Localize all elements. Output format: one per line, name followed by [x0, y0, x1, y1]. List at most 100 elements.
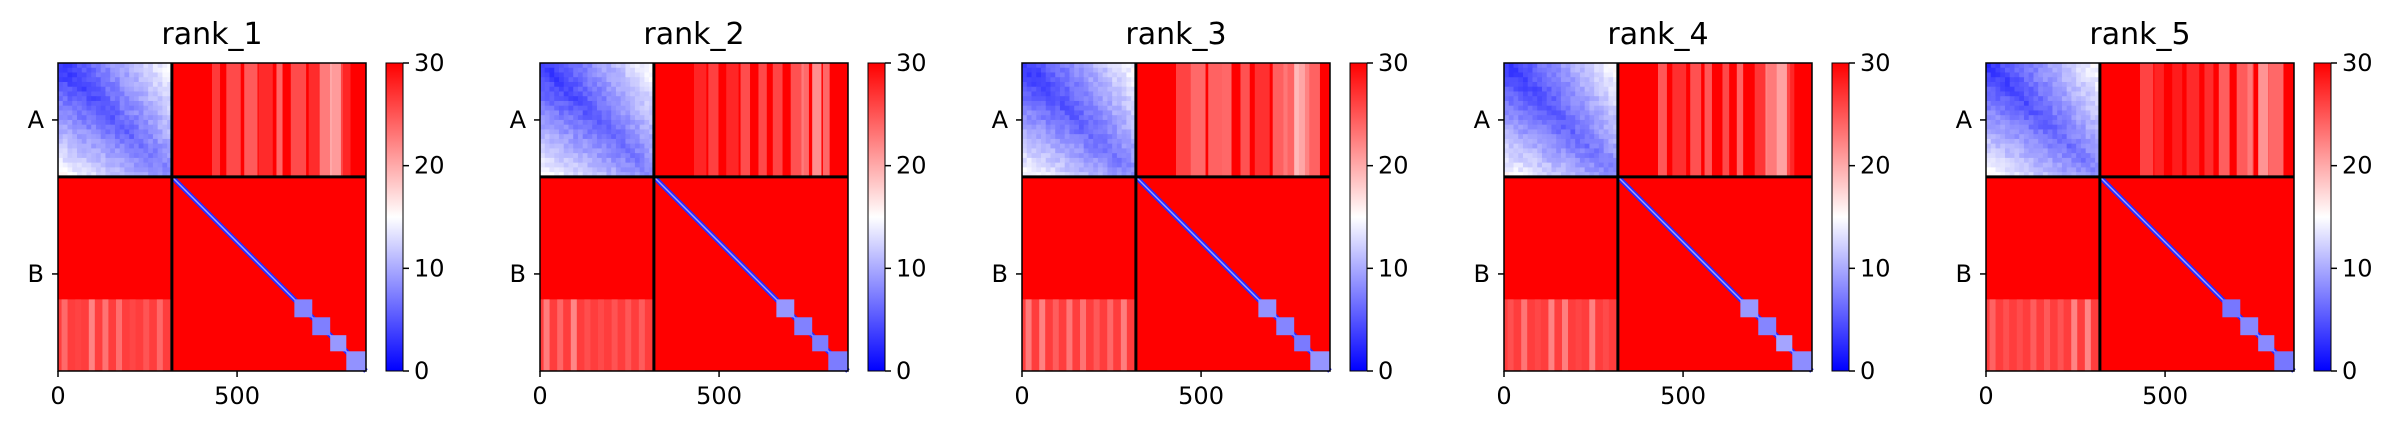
heatmap-cell: [2009, 77, 2016, 83]
heatmap-cell: [1575, 72, 1581, 78]
heatmap-cell: [1069, 134, 1075, 140]
heatmap-cell: [540, 129, 546, 135]
heatmap-cell: [1074, 153, 1080, 159]
heatmap-cell: [1608, 148, 1614, 154]
heatmap-cell: [592, 143, 598, 150]
heatmap-cell: [143, 63, 149, 69]
heatmap-cell: [76, 81, 83, 88]
heatmap-cell: [2038, 67, 2044, 74]
heatmap-cell: [1102, 67, 1109, 74]
heatmap-cell: [606, 91, 612, 97]
heatmap-cell: [549, 138, 555, 145]
heatmap-cell: [2061, 63, 2068, 69]
heatmap-cell: [1995, 91, 2001, 97]
heatmap-cell: [133, 167, 140, 173]
heatmap-cell: [67, 167, 73, 173]
heatmap-cell: [1131, 143, 1137, 150]
heatmap-cell: [582, 119, 589, 126]
heatmap-cell: [620, 72, 627, 78]
heatmap-cell: [72, 119, 78, 126]
heatmap-cell: [1083, 138, 1090, 145]
heatmap-cell: [1546, 119, 1553, 126]
heatmap-cell: [167, 67, 173, 74]
heatmap-cell: [2009, 115, 2016, 121]
heatmap-cell: [540, 81, 546, 88]
heatmap-cell: [554, 86, 560, 93]
heatmap-cell: [1608, 105, 1614, 112]
heatmap-cell: [1522, 81, 1529, 88]
heatmap-cell: [2057, 157, 2063, 164]
heatmap-cell: [2023, 96, 2030, 102]
heatmap-cell: [2009, 138, 2016, 145]
heatmap-cell: [2004, 138, 2011, 145]
heatmap-cell: [1055, 105, 1061, 112]
heatmap-cell: [1093, 157, 1099, 164]
heatmap-cell: [2071, 129, 2077, 135]
heatmap-cell: [162, 77, 168, 83]
heatmap-cell: [1036, 153, 1042, 159]
heatmap-cell: [1532, 148, 1538, 154]
colorbar: [867, 62, 886, 372]
heatmap-cell: [143, 115, 149, 121]
heatmap-cell: [129, 110, 135, 116]
heatmap-cell: [596, 167, 603, 173]
heatmap-cell: [2038, 77, 2044, 83]
heatmap-cell: [592, 72, 598, 78]
heatmap-cell: [1083, 115, 1090, 121]
heatmap-cell: [1121, 63, 1127, 69]
heatmap-cell: [1107, 129, 1113, 135]
heatmap-cell: [1102, 167, 1109, 173]
heatmap-cell: [568, 81, 574, 88]
heatmap-cell: [1022, 153, 1028, 159]
heatmap-cell: [1603, 172, 1609, 178]
heatmap-cell: [1575, 134, 1581, 140]
heatmap-stripe: [584, 299, 591, 371]
heatmap-cell: [1527, 167, 1534, 173]
heatmap-cell: [544, 63, 551, 69]
heatmap-cell: [100, 72, 107, 78]
heatmap-cell: [639, 119, 645, 126]
heatmap-cell: [1598, 81, 1605, 88]
heatmap-cell: [611, 86, 617, 93]
heatmap-cell: [2085, 143, 2091, 150]
heatmap-cell: [611, 67, 617, 74]
heatmap-cell: [1074, 77, 1080, 83]
heatmap-cell: [2061, 124, 2068, 131]
heatmap-cell: [2047, 86, 2054, 93]
heatmap-cell: [1069, 119, 1075, 126]
heatmap-cell: [67, 124, 73, 131]
heatmap-stripe: [244, 63, 258, 177]
heatmap-cell: [1995, 63, 2001, 69]
heatmap-cell: [81, 148, 88, 154]
heatmap-cell: [1097, 134, 1104, 140]
heatmap-cell: [1074, 138, 1080, 145]
heatmap-cell: [124, 172, 130, 178]
heatmap-cell: [133, 63, 140, 69]
heatmap-cell: [1986, 138, 1992, 145]
colorbar-tick-label: 20: [1378, 152, 1409, 180]
heatmap-cell: [86, 129, 92, 135]
heatmap-cell: [167, 105, 173, 112]
heatmap-cell: [2042, 115, 2049, 121]
heatmap-cell: [119, 143, 126, 150]
heatmap-cell: [582, 110, 589, 116]
heatmap-cell: [611, 162, 617, 168]
heatmap-cell: [1608, 110, 1614, 116]
heatmap-cell: [1518, 91, 1524, 97]
heatmap-cell: [1112, 134, 1118, 140]
heatmap-cell: [152, 105, 159, 112]
heatmap-cell: [582, 86, 589, 93]
heatmap-cell: [1603, 129, 1609, 135]
heatmap-cell: [2071, 67, 2077, 74]
heatmap-cell: [1508, 172, 1515, 178]
heatmap-cell: [587, 148, 593, 154]
heatmap-cell: [540, 100, 546, 107]
heatmap-cell: [563, 148, 570, 154]
heatmap-cell: [592, 153, 598, 159]
heatmap-cell: [2023, 63, 2030, 69]
heatmap-cell: [577, 86, 584, 93]
heatmap-cell: [2080, 124, 2087, 131]
heatmap-cell: [2028, 86, 2035, 93]
heatmap-cell: [1556, 124, 1562, 131]
